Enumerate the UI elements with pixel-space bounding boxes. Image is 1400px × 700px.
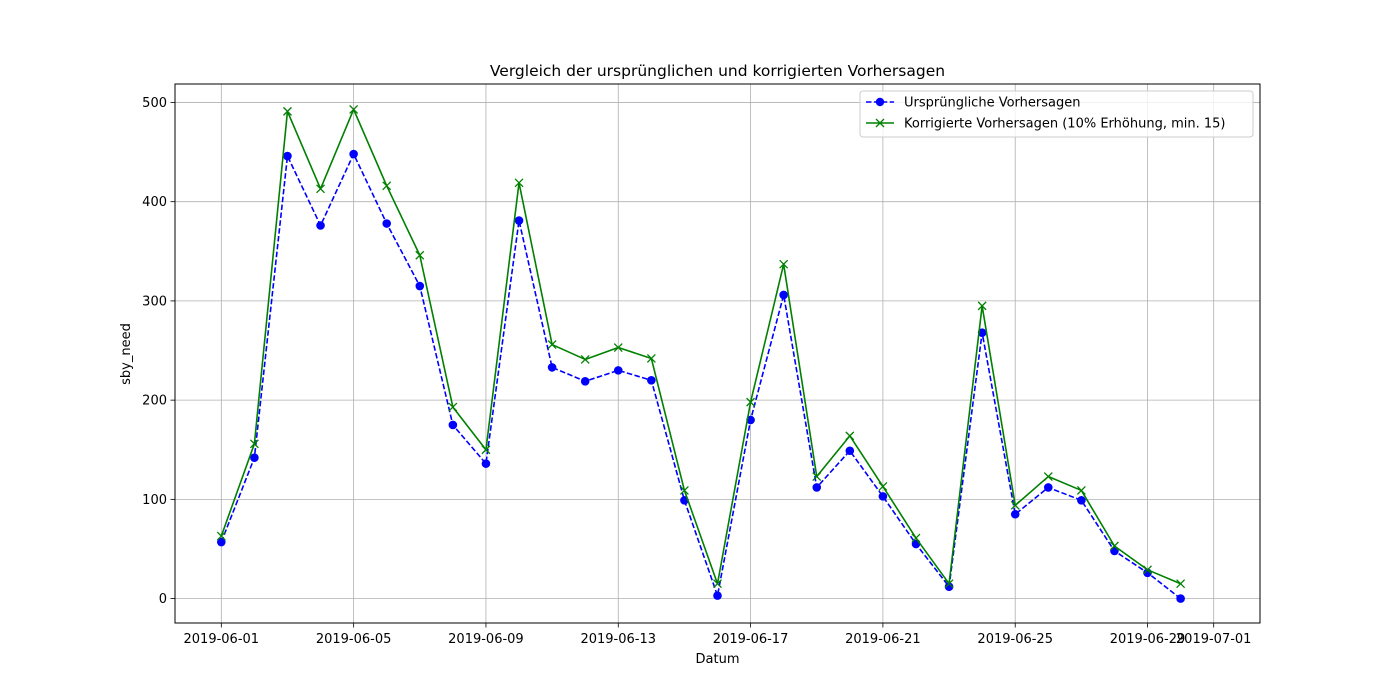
data-point bbox=[911, 533, 921, 543]
x-tick-label: 2019-06-29 bbox=[1110, 632, 1186, 647]
data-point bbox=[1076, 485, 1086, 495]
data-point bbox=[547, 363, 557, 372]
data-point bbox=[382, 219, 392, 228]
data-point bbox=[1010, 500, 1020, 510]
data-point bbox=[316, 184, 326, 194]
data-point bbox=[944, 582, 954, 591]
data-point bbox=[216, 531, 226, 541]
data-point bbox=[878, 492, 888, 501]
y-axis-label: sby_need bbox=[119, 323, 134, 385]
data-point bbox=[647, 375, 656, 385]
series-1 bbox=[216, 104, 1186, 589]
data-point bbox=[415, 250, 425, 260]
data-point bbox=[448, 402, 458, 412]
legend-label-original: Ursprüngliche Vorhersagen bbox=[904, 96, 1080, 111]
data-point bbox=[1043, 472, 1053, 482]
data-point bbox=[713, 591, 722, 600]
chart-title: Vergleich der ursprünglichen und korrigi… bbox=[490, 62, 945, 80]
x-tick-label: 2019-06-09 bbox=[448, 632, 524, 647]
data-point bbox=[514, 216, 524, 225]
data-point bbox=[1143, 565, 1152, 575]
plot-frame bbox=[174, 83, 1261, 624]
data-point bbox=[283, 151, 292, 161]
data-point bbox=[580, 354, 590, 364]
data-point bbox=[1176, 594, 1185, 603]
data-point bbox=[779, 259, 789, 269]
data-point bbox=[283, 106, 292, 116]
data-point bbox=[845, 446, 855, 456]
y-tick-label: 100 bbox=[142, 493, 167, 508]
axis-ticks: 2019-06-01 2019-06-05 2019-06-09 2019-06-13… bbox=[142, 96, 1251, 647]
x-tick-label: 2019-06-05 bbox=[316, 632, 392, 647]
series-0 bbox=[217, 149, 1185, 603]
data-point bbox=[812, 472, 822, 482]
x-tick-label: 2019-06-17 bbox=[713, 632, 789, 647]
data-point bbox=[613, 343, 623, 353]
y-tick-label: 400 bbox=[142, 195, 167, 210]
x-axis-label: Datum bbox=[696, 652, 740, 667]
data-point bbox=[547, 340, 557, 350]
data-point bbox=[349, 149, 358, 159]
x-tick-label: 2019-06-25 bbox=[977, 632, 1053, 647]
data-point bbox=[1077, 496, 1086, 505]
data-point bbox=[316, 221, 325, 230]
data-point bbox=[812, 483, 822, 492]
data-point bbox=[249, 439, 259, 449]
x-tick-label: 2019-06-13 bbox=[580, 632, 656, 647]
data-point bbox=[713, 579, 722, 589]
series-line bbox=[220, 108, 1181, 585]
y-tick-label: 200 bbox=[142, 394, 167, 409]
data-point bbox=[977, 301, 987, 311]
data-point bbox=[746, 397, 756, 407]
data-point bbox=[481, 445, 491, 455]
data-point bbox=[514, 178, 524, 188]
legend-marker-corrected bbox=[875, 118, 885, 128]
data-point bbox=[944, 579, 954, 589]
data-point bbox=[646, 354, 656, 363]
legend-box bbox=[859, 90, 1254, 138]
data-point bbox=[217, 537, 226, 547]
data-point bbox=[1043, 483, 1053, 492]
data-point bbox=[845, 431, 855, 441]
legend: Ursprüngliche Vorhersagen Korrigierte Vo… bbox=[859, 90, 1254, 138]
data-point bbox=[250, 453, 259, 462]
y-tick-label: 500 bbox=[142, 96, 167, 111]
x-tick-label: 2019-06-01 bbox=[184, 632, 260, 647]
data-point bbox=[382, 181, 392, 191]
x-tick-label: 2019-07-01 bbox=[1176, 632, 1252, 647]
data-point bbox=[779, 290, 788, 300]
data-point bbox=[1109, 541, 1119, 551]
data-point bbox=[679, 485, 689, 495]
data-point bbox=[1176, 579, 1186, 589]
data-point bbox=[349, 104, 359, 114]
x-tick-label: 2019-06-21 bbox=[845, 632, 921, 647]
legend-marker-original bbox=[875, 97, 885, 107]
data-point bbox=[613, 366, 623, 375]
data-point bbox=[878, 482, 888, 491]
data-point bbox=[415, 281, 425, 291]
y-tick-label: 300 bbox=[142, 294, 167, 309]
data-point bbox=[481, 459, 491, 468]
series-layer bbox=[216, 104, 1186, 603]
data-point bbox=[1010, 509, 1020, 519]
series-line bbox=[220, 153, 1182, 600]
y-tick-label: 0 bbox=[159, 592, 167, 607]
data-point bbox=[448, 420, 458, 430]
legend-label-corrected: Korrigierte Vorhersagen (10% Erhöhung, m… bbox=[904, 117, 1225, 132]
data-point bbox=[580, 376, 590, 386]
